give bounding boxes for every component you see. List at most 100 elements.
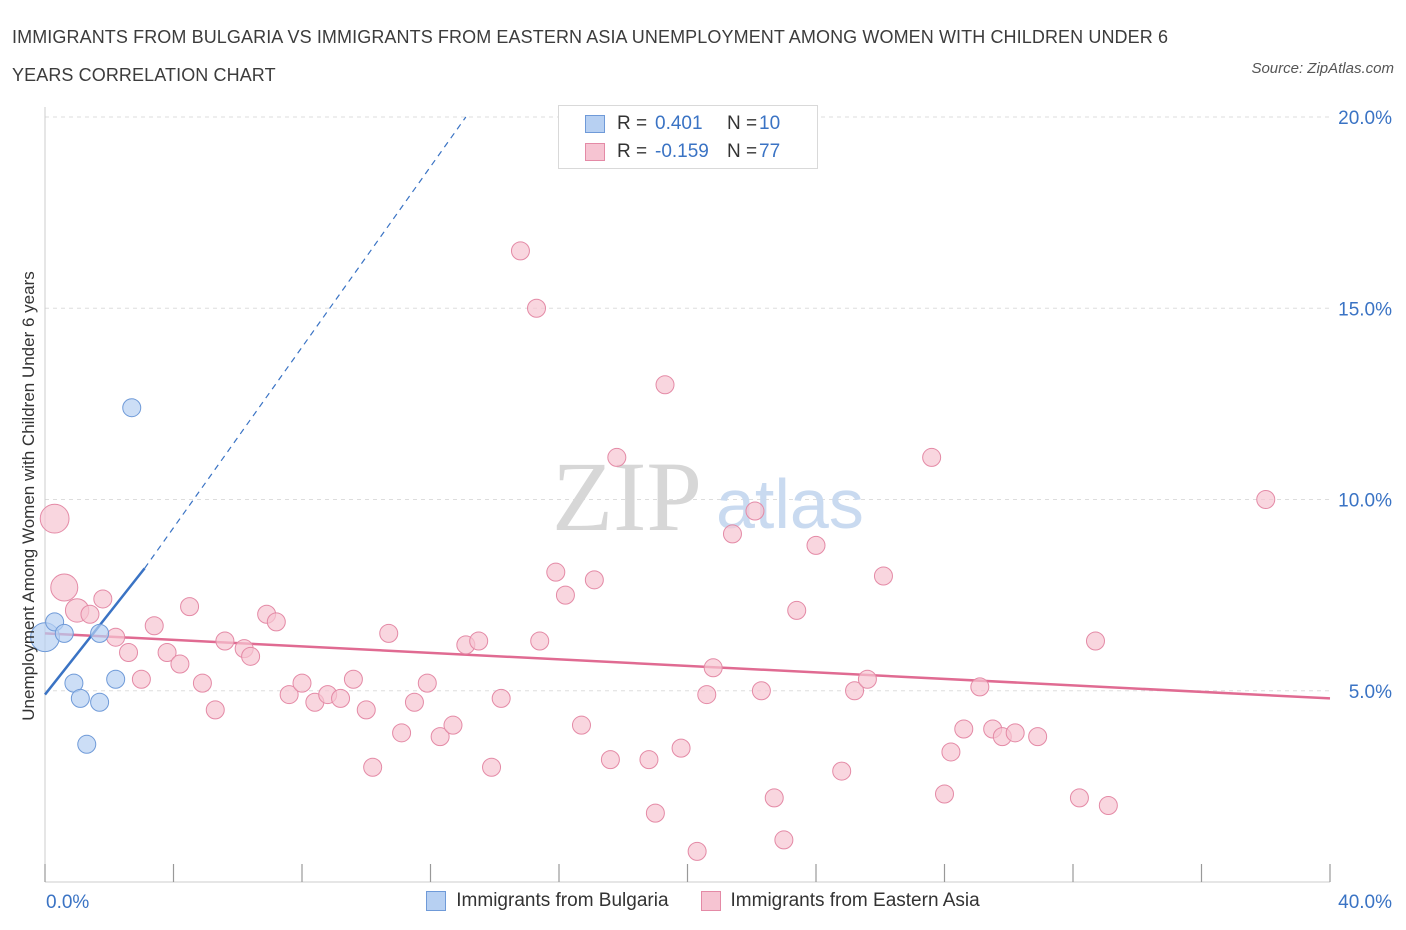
legend-r-label: R = bbox=[617, 141, 648, 162]
point-eastern-asia bbox=[180, 597, 200, 617]
point-eastern-asia bbox=[192, 673, 212, 693]
point-eastern-asia bbox=[607, 447, 627, 467]
chart-title: IMMIGRANTS FROM BULGARIA VS IMMIGRANTS F… bbox=[12, 27, 1169, 85]
point-eastern-asia bbox=[1028, 727, 1048, 747]
watermark: ZIP atlas bbox=[552, 441, 864, 552]
point-eastern-asia bbox=[703, 658, 723, 678]
point-eastern-asia bbox=[764, 788, 784, 808]
legend-swatch-bulgaria bbox=[585, 115, 605, 133]
point-eastern-asia bbox=[80, 604, 100, 624]
point-eastern-asia bbox=[39, 503, 70, 534]
point-eastern-asia bbox=[922, 447, 942, 467]
legend-r-value: -0.159 bbox=[655, 141, 709, 162]
point-eastern-asia bbox=[1005, 723, 1025, 743]
legend-r-label: R = bbox=[617, 113, 648, 134]
point-eastern-asia bbox=[555, 585, 575, 605]
point-eastern-asia bbox=[751, 681, 771, 701]
point-eastern-asia bbox=[491, 688, 511, 708]
point-eastern-asia bbox=[510, 241, 530, 261]
point-eastern-asia bbox=[430, 727, 450, 747]
bottom-legend-swatch-bulgaria bbox=[426, 891, 447, 911]
point-bulgaria bbox=[70, 688, 90, 708]
point-eastern-asia bbox=[941, 742, 961, 762]
point-eastern-asia bbox=[392, 723, 412, 743]
trend-line-bulgaria-extension bbox=[144, 116, 467, 569]
point-eastern-asia bbox=[832, 761, 852, 781]
y-tick-label: 15.0% bbox=[1338, 299, 1392, 320]
point-eastern-asia bbox=[343, 669, 363, 689]
point-eastern-asia bbox=[527, 298, 547, 318]
x-tick-label: 40.0% bbox=[1338, 892, 1392, 913]
watermark-zip: ZIP bbox=[552, 441, 702, 552]
trend-line-eastern-asia bbox=[44, 632, 1331, 700]
point-bulgaria bbox=[77, 734, 97, 754]
point-bulgaria bbox=[90, 623, 110, 643]
point-eastern-asia bbox=[417, 673, 437, 693]
point-eastern-asia bbox=[266, 612, 286, 632]
data-points bbox=[30, 241, 1276, 861]
point-bulgaria bbox=[54, 623, 74, 643]
point-eastern-asia bbox=[144, 616, 164, 636]
point-eastern-asia bbox=[363, 757, 383, 777]
point-eastern-asia bbox=[845, 681, 865, 701]
point-eastern-asia bbox=[722, 524, 742, 544]
point-eastern-asia bbox=[1256, 490, 1276, 509]
point-eastern-asia bbox=[482, 757, 502, 777]
point-eastern-asia bbox=[787, 600, 807, 620]
point-eastern-asia bbox=[379, 623, 399, 643]
bottom-legend-label-bulgaria: Immigrants from Bulgaria bbox=[456, 890, 669, 911]
point-bulgaria bbox=[90, 692, 110, 712]
bottom-legend-item-eastern-asia: Immigrants from Eastern Asia bbox=[700, 890, 980, 912]
axes bbox=[44, 107, 1331, 883]
point-eastern-asia bbox=[954, 719, 974, 739]
point-eastern-asia bbox=[935, 784, 954, 804]
point-eastern-asia bbox=[873, 566, 893, 586]
point-eastern-asia bbox=[469, 631, 489, 651]
point-eastern-asia bbox=[170, 654, 190, 674]
point-eastern-asia bbox=[639, 750, 659, 770]
legend-row-bulgaria: R = 0.401 N = 10 bbox=[585, 111, 780, 137]
legend-row-eastern-asia: R = -0.159 N = 77 bbox=[585, 139, 780, 165]
point-eastern-asia bbox=[655, 375, 675, 395]
y-axis-label: Unemployment Among Women with Children U… bbox=[19, 271, 38, 720]
point-eastern-asia bbox=[205, 700, 225, 720]
bottom-legend-item-bulgaria: Immigrants from Bulgaria bbox=[426, 890, 669, 912]
point-eastern-asia bbox=[93, 589, 113, 609]
point-eastern-asia bbox=[774, 830, 794, 850]
point-eastern-asia bbox=[857, 669, 877, 689]
point-eastern-asia bbox=[970, 677, 990, 697]
legend-n-value: 10 bbox=[759, 113, 781, 134]
point-eastern-asia bbox=[600, 750, 620, 770]
point-eastern-asia bbox=[241, 646, 261, 666]
point-bulgaria bbox=[122, 398, 142, 418]
point-eastern-asia bbox=[215, 631, 235, 651]
point-eastern-asia bbox=[106, 627, 126, 647]
point-eastern-asia bbox=[119, 643, 139, 662]
point-eastern-asia bbox=[292, 673, 312, 693]
point-eastern-asia bbox=[1085, 631, 1105, 651]
point-eastern-asia bbox=[131, 669, 151, 689]
point-eastern-asia bbox=[1069, 788, 1089, 808]
legend-n-label: N = bbox=[727, 141, 758, 162]
bottom-legend-swatch-eastern-asia bbox=[700, 891, 721, 911]
point-eastern-asia bbox=[50, 573, 79, 602]
point-eastern-asia bbox=[806, 535, 826, 555]
point-eastern-asia bbox=[530, 631, 550, 651]
point-eastern-asia bbox=[584, 570, 604, 590]
legend-n-value: 77 bbox=[759, 141, 781, 162]
point-eastern-asia bbox=[1098, 796, 1118, 815]
x-tick-label: 0.0% bbox=[46, 892, 89, 913]
point-eastern-asia bbox=[687, 841, 707, 861]
point-eastern-asia bbox=[671, 738, 691, 758]
point-eastern-asia bbox=[546, 562, 566, 582]
legend-swatch-eastern-asia bbox=[585, 143, 605, 161]
point-eastern-asia bbox=[697, 685, 717, 705]
trend-lines bbox=[44, 116, 1331, 700]
y-tick-label: 10.0% bbox=[1338, 491, 1392, 512]
legend-r-value: 0.401 bbox=[655, 113, 703, 134]
y-tick-label: 20.0% bbox=[1338, 108, 1392, 129]
point-eastern-asia bbox=[331, 688, 351, 708]
tick-labels: 5.0% 10.0% 15.0% 20.0% 0.0% 40.0% bbox=[46, 108, 1392, 913]
legend-n-label: N = bbox=[727, 113, 758, 134]
